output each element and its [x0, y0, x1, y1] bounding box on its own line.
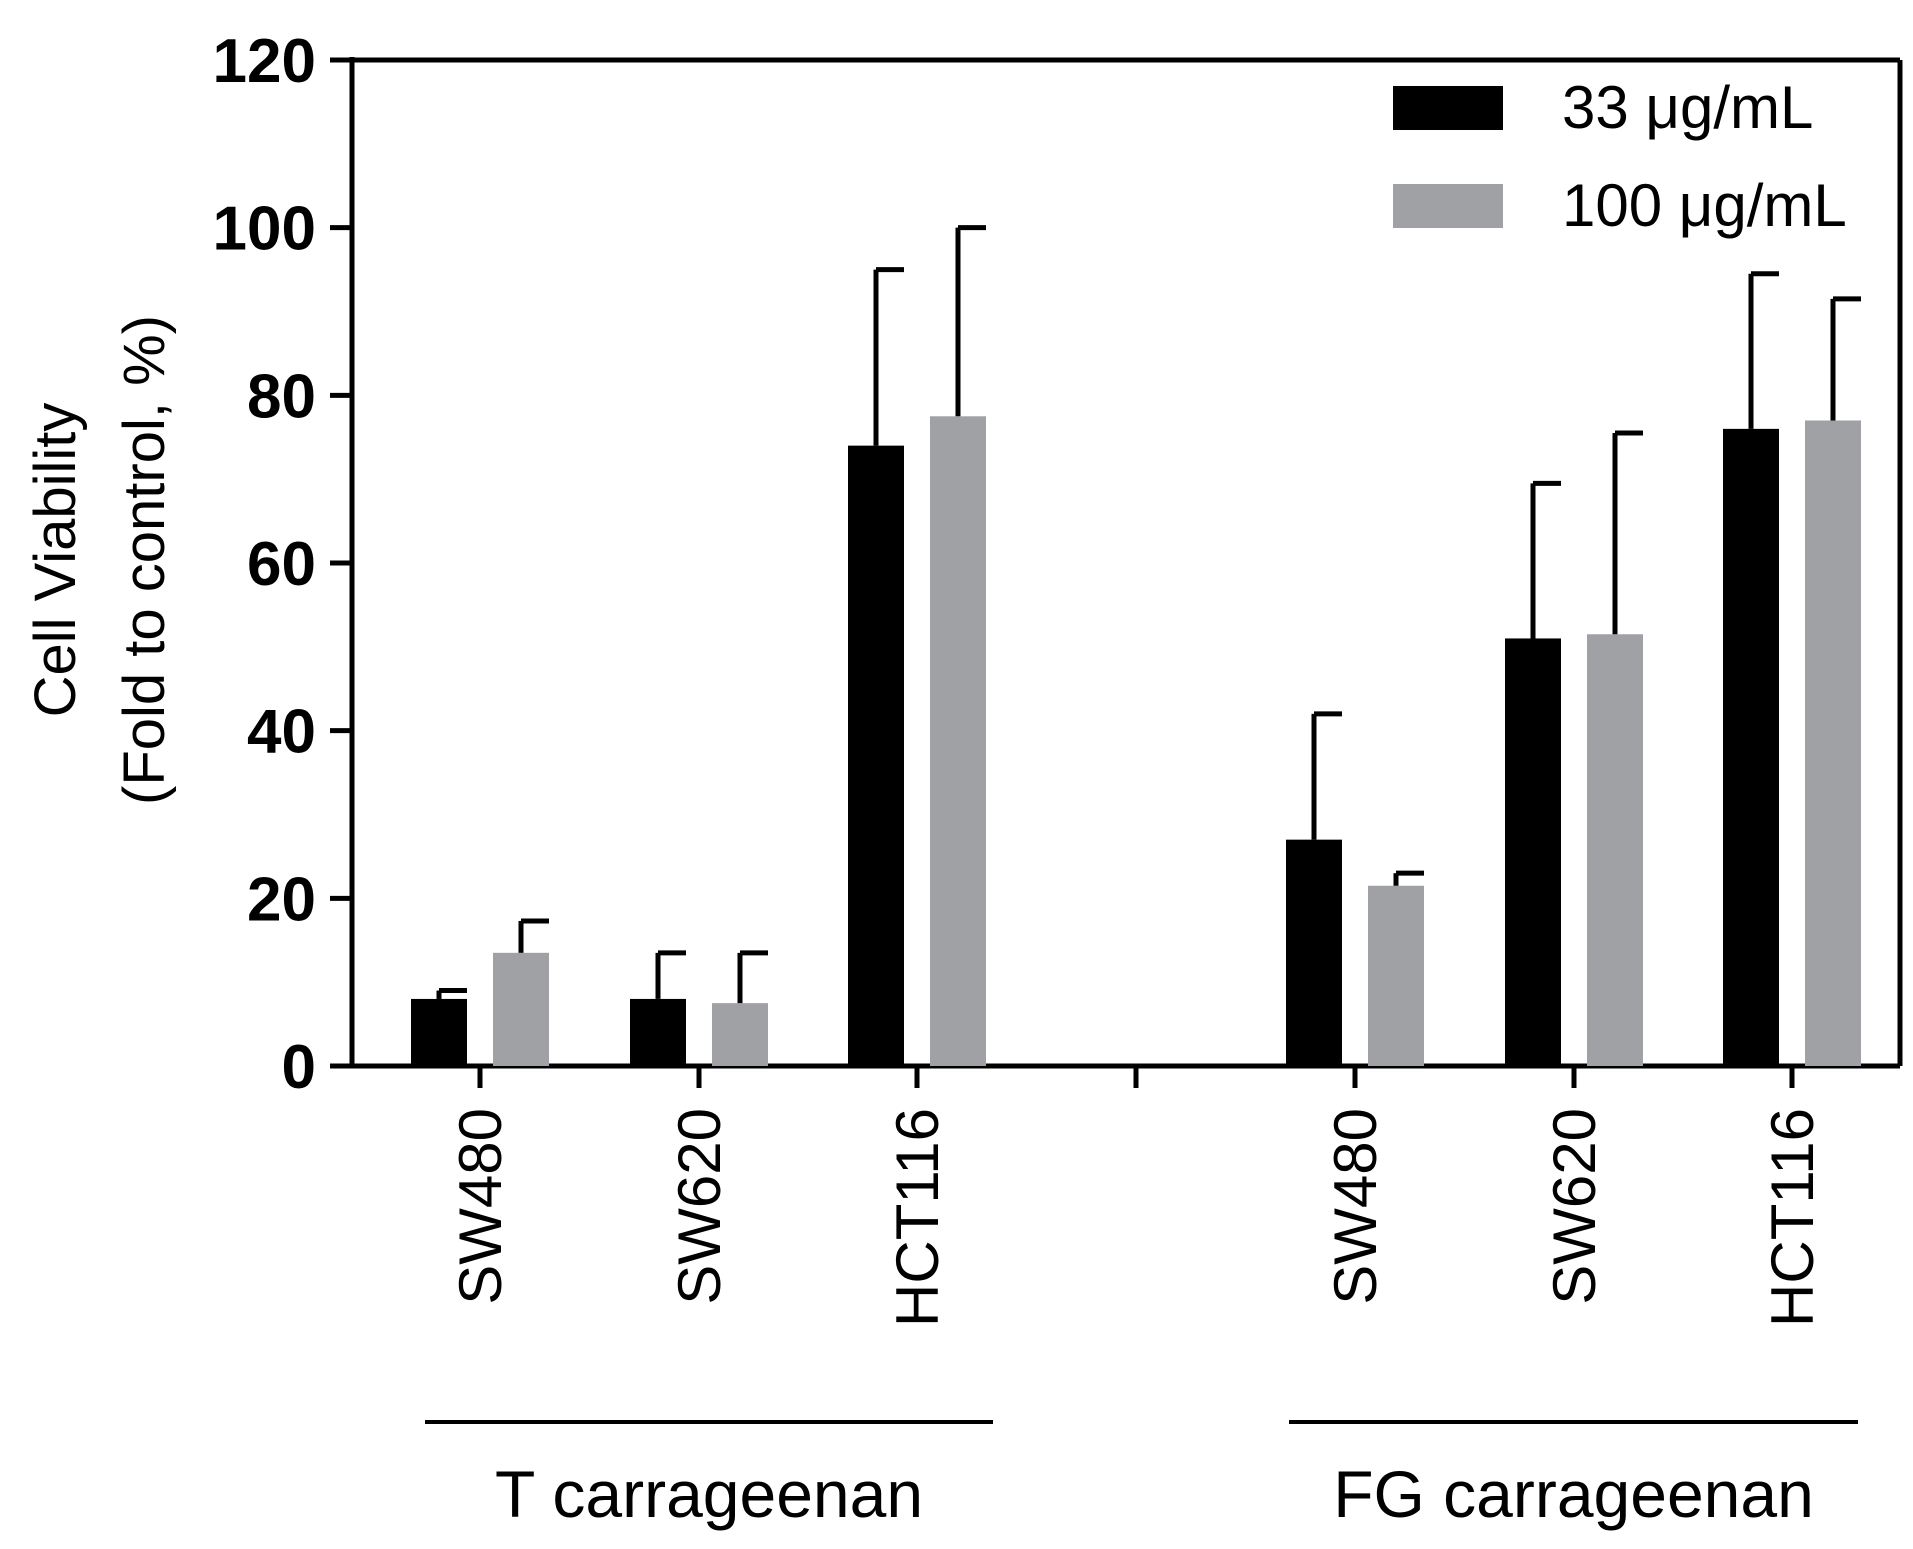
- category-label-hct116-5: HCT116: [1759, 1108, 1826, 1327]
- group-labels: T carrageenan FG carrageenan: [495, 1457, 1814, 1531]
- error-bars-layer: [436, 225, 1861, 1004]
- bar-series1-cat5: [1805, 420, 1861, 1066]
- y-tick-label-80: 80: [247, 362, 316, 431]
- category-label-sw480-0: SW480: [447, 1108, 514, 1305]
- bar-series1-cat3: [1368, 885, 1424, 1066]
- bar-series0-cat4: [1505, 638, 1561, 1066]
- group-label-t-carrageenan: T carrageenan: [495, 1457, 923, 1531]
- y-axis-title: Cell Viability (Fold to control, %): [23, 315, 177, 805]
- y-axis-title-line-2: (Fold to control, %): [112, 315, 177, 805]
- legend: 33 μg/mL 100 μg/mL: [1393, 74, 1847, 239]
- group-label-fg-carrageenan: FG carrageenan: [1333, 1457, 1814, 1531]
- labels-layer: 0 20 40 60 80 100 120 SW480 SW620 HCT116 SW480 SW62…: [213, 27, 1826, 1327]
- y-tick-label-40: 40: [247, 698, 316, 767]
- y-tick-label-100: 100: [213, 195, 316, 264]
- category-label-hct116-2: HCT116: [884, 1108, 951, 1327]
- y-tick-label-20: 20: [247, 865, 316, 934]
- bar-series1-cat2: [930, 416, 986, 1067]
- category-label-sw480-3: SW480: [1322, 1108, 1389, 1305]
- bar-series1-cat0: [493, 952, 549, 1066]
- bar-series1-cat4: [1587, 634, 1643, 1066]
- axes-layer: [330, 57, 1903, 1424]
- bar-series0-cat2: [848, 445, 904, 1067]
- bar-series0-cat0: [411, 998, 467, 1066]
- y-tick-label-120: 120: [213, 27, 316, 96]
- y-tick-label-0: 0: [282, 1033, 316, 1102]
- legend-swatch-33: [1393, 86, 1503, 130]
- legend-swatch-100: [1393, 184, 1503, 228]
- category-label-sw620-1: SW620: [666, 1108, 733, 1305]
- legend-label-100: 100 μg/mL: [1562, 172, 1847, 239]
- bar-series0-cat1: [630, 998, 686, 1066]
- y-axis-title-line-1: Cell Viability: [23, 403, 88, 718]
- category-label-sw620-4: SW620: [1541, 1108, 1608, 1305]
- bar-series1-cat1: [712, 1003, 768, 1066]
- bar-series0-cat5: [1723, 428, 1779, 1066]
- legend-label-33: 33 μg/mL: [1562, 74, 1813, 141]
- y-tick-label-60: 60: [247, 530, 316, 599]
- bars-layer: [411, 416, 1861, 1067]
- bar-series0-cat3: [1286, 839, 1342, 1066]
